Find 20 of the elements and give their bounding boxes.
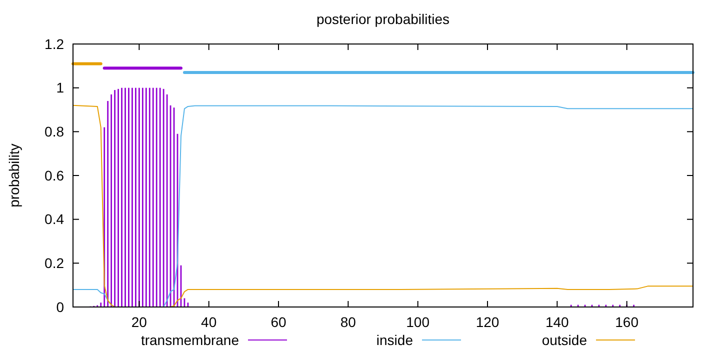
y-axis-title: probability bbox=[6, 144, 22, 208]
y-tick-label: 0 bbox=[56, 298, 64, 315]
chart-title: posterior probabilities bbox=[316, 11, 450, 27]
legend-label: transmembrane bbox=[140, 332, 240, 348]
x-tick-label: 140 bbox=[545, 314, 570, 330]
legend-label: outside bbox=[542, 332, 588, 348]
y-tick-label: 0.6 bbox=[44, 167, 64, 184]
x-tick-label: 160 bbox=[615, 314, 639, 330]
y-tick-label: 0.4 bbox=[44, 211, 64, 228]
y-tick-label: 0.2 bbox=[44, 255, 64, 272]
y-tick-label: 0.8 bbox=[44, 124, 64, 140]
x-tick-label: 60 bbox=[270, 314, 287, 330]
x-tick-label: 20 bbox=[131, 314, 148, 330]
x-tick-label: 120 bbox=[476, 314, 500, 330]
x-tick-label: 40 bbox=[201, 314, 217, 330]
y-tick-label: 1 bbox=[56, 80, 64, 96]
y-tick-label: 1.2 bbox=[44, 36, 64, 52]
x-tick-label: 100 bbox=[406, 314, 430, 330]
x-tick-label: 80 bbox=[340, 314, 356, 330]
legend-label: inside bbox=[376, 332, 414, 348]
